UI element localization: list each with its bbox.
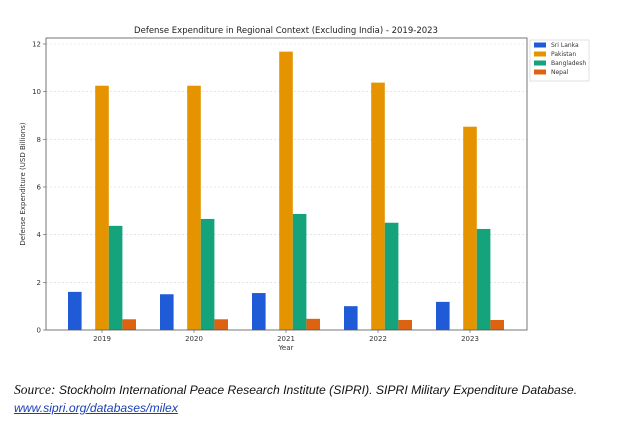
bar-nepal-2021 — [306, 318, 320, 330]
y-tick-label: 8 — [37, 136, 41, 144]
bar-sri-lanka-2022 — [344, 306, 358, 330]
bar-bangladesh-2022 — [384, 222, 399, 330]
y-axis-label: Defense Expenditure (USD Billions) — [19, 122, 27, 246]
y-tick-label: 2 — [37, 279, 41, 287]
bar-bangladesh-2019 — [108, 225, 123, 330]
bar-nepal-2022 — [398, 319, 412, 330]
source-citation: Source: Stockholm International Peace Re… — [14, 381, 641, 417]
bar-nepal-2020 — [214, 319, 228, 330]
legend-swatch — [534, 51, 546, 57]
legend: Sri Lanka Pakistan Bangladesh Nepal — [529, 39, 590, 82]
y-tick-label: 12 — [32, 41, 41, 49]
bar-sri-lanka-2020 — [160, 294, 174, 330]
bar-sri-lanka-2023 — [436, 301, 450, 330]
bar-pakistan-2023 — [463, 126, 477, 331]
bars — [68, 51, 504, 331]
x-axis-ticks: 2019 2020 2021 2022 2023 — [93, 330, 479, 343]
x-tick-label: 2020 — [185, 335, 203, 343]
legend-swatch — [534, 42, 546, 48]
source-label: Source: — [14, 382, 56, 397]
bar-chart: Defense Expenditure in Regional Context … — [19, 26, 590, 352]
chart-title: Defense Expenditure in Regional Context … — [134, 26, 438, 36]
x-tick-label: 2019 — [93, 335, 111, 343]
x-tick-label: 2022 — [369, 335, 387, 343]
y-tick-label: 10 — [32, 88, 41, 96]
bar-bangladesh-2023 — [476, 228, 491, 330]
bar-pakistan-2019 — [95, 85, 109, 330]
bar-nepal-2023 — [490, 319, 504, 330]
legend-label: Sri Lanka — [551, 42, 579, 49]
legend-label: Pakistan — [551, 51, 576, 58]
legend-swatch — [534, 69, 546, 75]
y-tick-label: 0 — [37, 327, 41, 335]
bar-sri-lanka-2021 — [252, 293, 266, 330]
source-link[interactable]: www.sipri.org/databases/milex — [14, 401, 178, 415]
bar-pakistan-2021 — [279, 51, 293, 330]
source-text: Stockholm International Peace Research I… — [55, 383, 578, 397]
y-tick-label: 4 — [37, 231, 42, 239]
y-axis-ticks: 0 2 4 6 8 10 12 — [32, 41, 46, 335]
bar-pakistan-2020 — [187, 85, 201, 330]
bar-sri-lanka-2019 — [68, 291, 82, 330]
bar-pakistan-2022 — [371, 82, 385, 330]
plot-frame — [45, 37, 528, 331]
y-tick-label: 6 — [37, 184, 42, 192]
bar-bangladesh-2021 — [292, 213, 307, 330]
legend-label: Bangladesh — [551, 60, 586, 67]
x-tick-label: 2023 — [461, 335, 479, 343]
bar-bangladesh-2020 — [200, 218, 215, 330]
bar-nepal-2019 — [122, 319, 136, 330]
x-tick-label: 2021 — [277, 335, 295, 343]
legend-label: Nepal — [551, 69, 569, 76]
legend-swatch — [534, 60, 546, 66]
x-axis-label: Year — [278, 344, 294, 352]
